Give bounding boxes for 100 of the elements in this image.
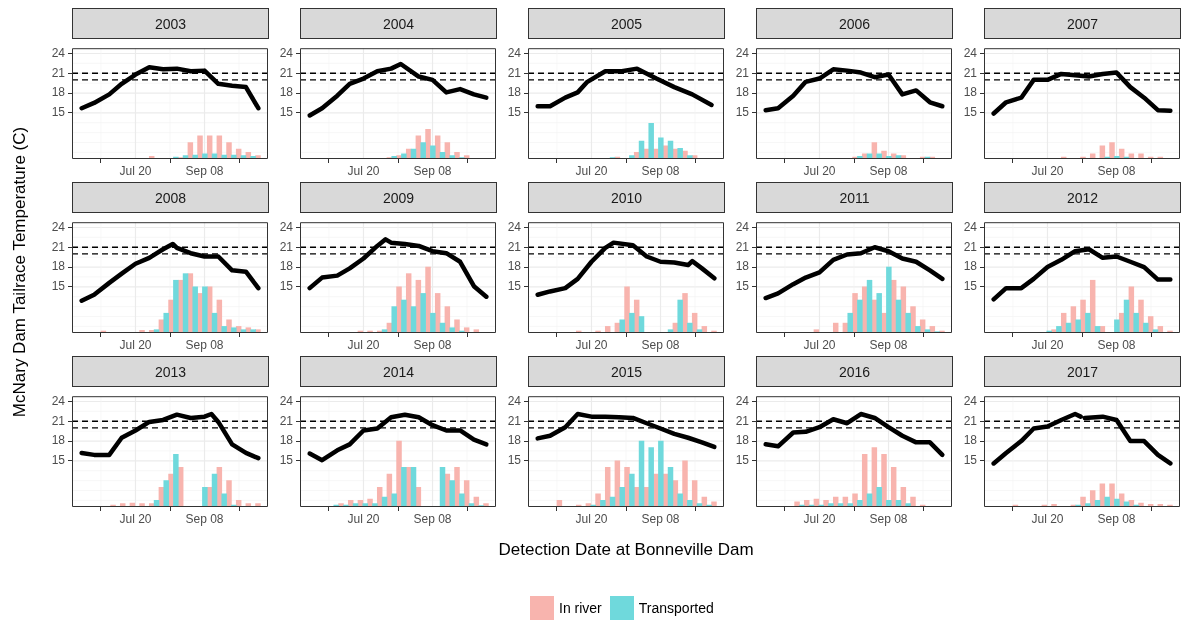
y-tick-label: 21 (279, 413, 294, 428)
y-tick-label: 21 (51, 239, 66, 254)
y-tick-label: 24 (507, 45, 522, 60)
y-tick-label: 18 (735, 433, 750, 448)
y-tick-label: 15 (963, 105, 978, 120)
y-tick-label: 21 (507, 65, 522, 80)
y-tick-label: 24 (507, 393, 522, 408)
chart-title: 2007 (984, 8, 1181, 39)
y-tick-label: 18 (51, 85, 66, 100)
x-tick-label: Jul 20 (1031, 163, 1064, 178)
chart-title: 2013 (72, 356, 269, 387)
y-tick-label: 24 (963, 45, 978, 60)
y-tick-label: 24 (51, 393, 66, 408)
x-tick-label: Sep 08 (185, 511, 224, 526)
x-tick-label: Sep 08 (413, 163, 452, 178)
y-tick-label: 18 (735, 259, 750, 274)
y-tick-label: 15 (279, 453, 294, 468)
y-tick-label: 24 (279, 393, 294, 408)
chart-title: 2014 (300, 356, 497, 387)
y-tick-label: 15 (735, 279, 750, 294)
x-tick-label: Sep 08 (641, 163, 680, 178)
chart-title: 2006 (756, 8, 953, 39)
y-tick-label: 15 (51, 453, 66, 468)
y-tick-label: 21 (963, 413, 978, 428)
y-tick-label: 24 (51, 219, 66, 234)
x-tick-label: Sep 08 (869, 337, 908, 352)
x-axis-title: Detection Date at Bonneville Dam (498, 540, 754, 560)
x-tick-label: Sep 08 (185, 337, 224, 352)
y-tick-label: 24 (735, 45, 750, 60)
x-tick-label: Jul 20 (119, 511, 152, 526)
y-tick-label: 24 (963, 219, 978, 234)
x-tick-label: Sep 08 (413, 337, 452, 352)
y-tick-label: 18 (51, 433, 66, 448)
y-tick-label: 18 (279, 433, 294, 448)
x-tick-label: Jul 20 (803, 511, 836, 526)
x-tick-label: Sep 08 (869, 511, 908, 526)
y-tick-label: 21 (279, 65, 294, 80)
y-tick-label: 15 (279, 279, 294, 294)
x-tick-label: Jul 20 (575, 163, 608, 178)
y-tick-label: 21 (507, 413, 522, 428)
y-tick-label: 24 (279, 219, 294, 234)
y-tick-label: 24 (279, 45, 294, 60)
y-tick-label: 18 (279, 259, 294, 274)
x-tick-label: Jul 20 (803, 337, 836, 352)
y-tick-label: 18 (507, 433, 522, 448)
y-tick-label: 15 (963, 279, 978, 294)
x-tick-label: Sep 08 (641, 511, 680, 526)
chart-title: 2012 (984, 182, 1181, 213)
y-tick-label: 21 (735, 65, 750, 80)
y-tick-label: 21 (51, 413, 66, 428)
y-tick-label: 24 (735, 219, 750, 234)
y-tick-label: 24 (963, 393, 978, 408)
legend-label: Transported (638, 600, 714, 616)
chart-title: 2008 (72, 182, 269, 213)
y-tick-label: 18 (963, 259, 978, 274)
y-tick-label: 18 (507, 85, 522, 100)
y-tick-label: 15 (51, 279, 66, 294)
y-tick-label: 18 (51, 259, 66, 274)
y-tick-label: 15 (507, 453, 522, 468)
y-tick-label: 21 (735, 239, 750, 254)
y-tick-label: 24 (51, 45, 66, 60)
chart-title: 2017 (984, 356, 1181, 387)
chart-title: 2010 (528, 182, 725, 213)
x-tick-label: Jul 20 (1031, 337, 1064, 352)
chart-title: 2016 (756, 356, 953, 387)
x-tick-label: Jul 20 (575, 337, 608, 352)
y-tick-label: 18 (507, 259, 522, 274)
y-tick-label: 21 (963, 239, 978, 254)
x-tick-label: Jul 20 (347, 511, 380, 526)
y-tick-label: 15 (963, 453, 978, 468)
x-tick-label: Sep 08 (1097, 511, 1136, 526)
x-tick-label: Jul 20 (1031, 511, 1064, 526)
y-tick-label: 18 (963, 85, 978, 100)
chart-title: 2011 (756, 182, 953, 213)
y-tick-label: 15 (735, 453, 750, 468)
legend-label: In river (559, 600, 602, 616)
y-tick-label: 18 (963, 433, 978, 448)
x-tick-label: Sep 08 (185, 163, 224, 178)
y-tick-label: 15 (507, 279, 522, 294)
x-tick-label: Jul 20 (575, 511, 608, 526)
y-tick-label: 21 (279, 239, 294, 254)
y-tick-label: 21 (507, 239, 522, 254)
y-tick-label: 15 (735, 105, 750, 120)
x-tick-label: Sep 08 (413, 511, 452, 526)
y-tick-label: 15 (279, 105, 294, 120)
y-tick-label: 21 (963, 65, 978, 80)
y-tick-label: 24 (507, 219, 522, 234)
y-tick-label: 24 (735, 393, 750, 408)
y-tick-label: 21 (51, 65, 66, 80)
x-tick-label: Sep 08 (1097, 337, 1136, 352)
y-tick-label: 18 (279, 85, 294, 100)
x-tick-label: Sep 08 (641, 337, 680, 352)
chart-title: 2005 (528, 8, 725, 39)
chart-title: 2003 (72, 8, 269, 39)
x-tick-label: Sep 08 (869, 163, 908, 178)
y-tick-label: 18 (735, 85, 750, 100)
x-tick-label: Jul 20 (347, 163, 380, 178)
x-tick-label: Jul 20 (803, 163, 836, 178)
y-axis-title: McNary Dam Tailrace Temperature (C) (10, 126, 31, 418)
x-tick-label: Sep 08 (1097, 163, 1136, 178)
